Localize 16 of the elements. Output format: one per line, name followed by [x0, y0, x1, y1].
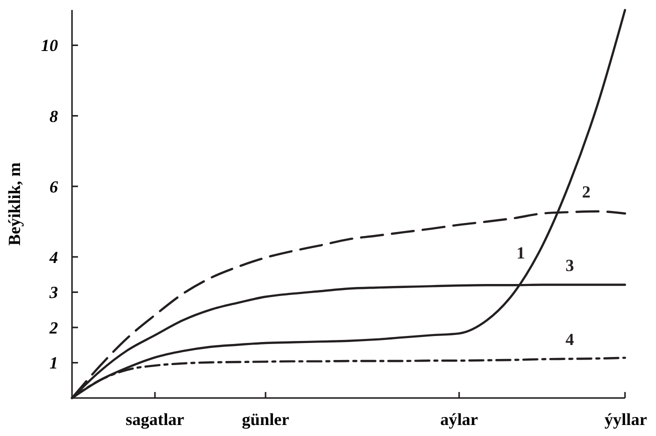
y-tick-label: 2	[48, 318, 58, 338]
y-tick-label: 10	[41, 36, 58, 56]
series-label: 1	[516, 244, 525, 263]
x-tick-label: sagatlar	[126, 410, 185, 429]
y-tick-label: 4	[48, 248, 58, 267]
series-label: 3	[565, 256, 574, 275]
y-tick-label: 1	[50, 354, 58, 373]
x-tick-label: günler	[242, 410, 290, 429]
y-axis-title: Beýiklik, m	[5, 162, 24, 246]
y-tick-label: 6	[50, 177, 58, 196]
y-tick-label: 3	[48, 283, 58, 302]
series-label: 2	[582, 182, 591, 202]
x-tick-label: aýlar	[440, 410, 478, 429]
y-tick-label: 8	[50, 106, 58, 126]
x-tick-label: ýyllar	[604, 410, 648, 429]
series-label: 4	[565, 330, 574, 349]
